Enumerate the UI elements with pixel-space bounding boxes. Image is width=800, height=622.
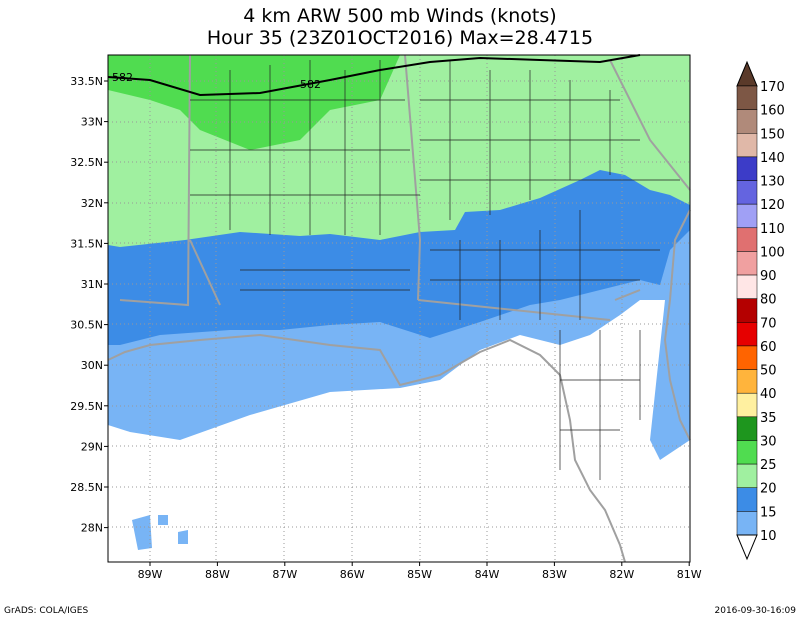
title: 4 km ARW 500 mb Winds (knots) [243,5,556,27]
colorbar-bin [736,203,758,229]
colorbar-label: 50 [760,364,777,379]
lon-label: 86W [340,568,365,581]
colorbar-bin [736,85,758,110]
colorbar-bin [736,251,758,276]
subtitle: Hour 35 (23Z01OCT2016) Max=28.4715 [207,27,593,49]
colorbar-label: 140 [760,151,785,166]
colorbar-label: 100 [760,245,785,260]
colorbar-label: 15 [760,505,777,520]
colorbar-label: 130 [760,175,785,190]
map-frame [107,54,691,563]
colorbar-label: 150 [760,127,785,142]
colorbar-label: 10 [760,529,777,544]
colorbar-label: 35 [760,411,777,426]
colorbar-label: 80 [760,293,777,308]
colorbar-bin [736,133,758,158]
colorbar-bin [736,180,758,205]
colorbar-label: 40 [760,387,777,402]
lon-label: 84W [475,568,500,581]
colorbar-bin [736,298,758,323]
contour-582 [107,54,641,97]
colorbar-bin [736,440,758,465]
lat-label: 33.5N [70,75,103,88]
colorbar-label: 110 [760,222,785,237]
footer-left: GrADS: COLA/IGES [4,606,88,616]
lon-labels: 89W 88W 87W 86W 85W 84W 83W 82W 81W [138,562,702,581]
colorbar-bin [736,392,758,418]
lon-label: 82W [609,568,634,581]
map: 582 582 [107,54,691,563]
colorbar-top [736,60,758,87]
colorbar-bin [736,416,758,441]
lat-label: 31.5N [70,237,103,250]
county-lines-path [190,60,680,480]
colorbar-bin [736,274,758,299]
colorbar-label: 170 [760,80,785,95]
colorbar-bin [736,227,758,252]
colorbar-label: 20 [760,482,777,497]
colorbar-bin [736,487,758,512]
lat-labels: 33.5N 33N 32.5N 32N 31.5N 31N 30.5N 30N 29.5N 29N… [70,75,108,535]
colorbar-label: 70 [760,316,777,331]
county-lines [190,60,680,480]
contour-label: 582 [112,71,133,84]
borders [107,54,691,563]
lon-label: 89W [138,568,163,581]
footer-right: 2016-09-30-16:09 [715,606,797,616]
state-lines [119,54,691,321]
lat-label: 33N [81,116,103,129]
colorbar-label: 120 [760,198,785,213]
zone-10-15-patch [132,515,188,550]
colorbar-label: 25 [760,458,777,473]
colorbar-bin [736,322,758,347]
colorbar-bin [736,156,758,181]
colorbar-label: 60 [760,340,777,355]
colorbar: 170 160 150 140 130 120 110 100 90 80 70 60 50 40 35 30… [736,60,785,561]
contour-label: 582 [300,78,321,91]
colorbar-bottom [736,534,758,561]
colorbar-bin [736,345,758,370]
colorbar-label: 160 [760,104,785,119]
colorbar-bin [736,463,758,488]
colorbar-label: 90 [760,269,777,284]
lat-label: 28.5N [70,481,103,494]
lat-label: 29N [81,440,103,453]
colorbar-label: 30 [760,434,777,449]
lat-label: 31N [81,278,103,291]
lat-label: 29.5N [70,400,103,413]
lon-label: 87W [272,568,297,581]
colorbar-bin [736,109,758,134]
colorbar-bin [736,369,758,394]
lat-label: 32.5N [70,156,103,169]
coastline [107,209,691,563]
lon-label: 85W [407,568,432,581]
lat-label: 28N [81,522,103,535]
lon-label: 88W [205,568,230,581]
zone-25-30 [108,55,400,150]
lat-label: 30N [81,359,103,372]
colorbar-bin [736,511,758,536]
lon-label: 83W [542,568,567,581]
lon-label: 81W [677,568,702,581]
lat-label: 32N [81,197,103,210]
lat-label: 30.5N [70,319,103,332]
